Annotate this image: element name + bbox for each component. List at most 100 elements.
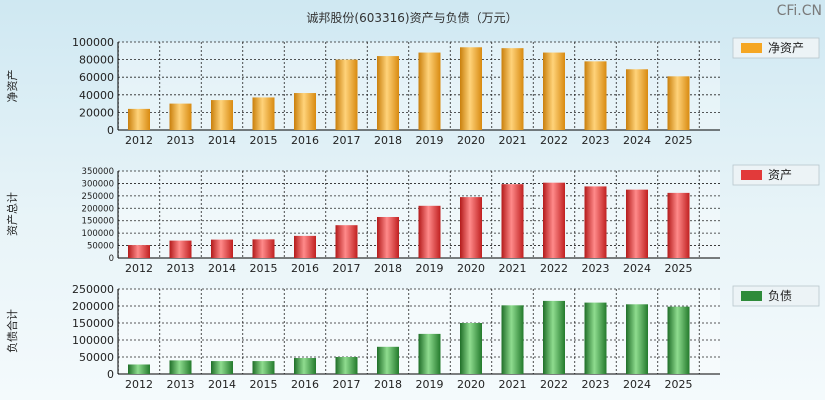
net-assets-bar-2024 (626, 69, 648, 130)
net-assets-x-tick-label: 2014 (208, 134, 236, 147)
total-liabilities-bar-2015 (252, 361, 275, 374)
total-liabilities-x-tick-label: 2020 (457, 378, 485, 391)
total-assets-x-tick-label: 2019 (416, 262, 444, 275)
net-assets-bar-2014 (211, 100, 233, 130)
net-assets-x-tick-label: 2021 (499, 134, 527, 147)
net-assets-bar-2017 (335, 59, 358, 130)
total-assets-bar-2016 (294, 235, 316, 258)
total-assets-bar-2025 (667, 192, 690, 258)
total-liabilities-x-tick-label: 2016 (291, 378, 319, 391)
total-liabilities-x-tick-label: 2012 (125, 378, 153, 391)
total-liabilities-y-axis-label: 负债合计 (5, 309, 19, 353)
total-liabilities-x-tick-label: 2021 (499, 378, 527, 391)
net-assets-bar-2020 (460, 47, 482, 130)
total-liabilities-x-tick-label: 2015 (250, 378, 278, 391)
net-assets-x-tick-label: 2018 (374, 134, 402, 147)
net-assets-legend-label: 净资产 (768, 41, 804, 55)
net-assets-x-tick-label: 2017 (333, 134, 361, 147)
total-assets-x-tick-label: 2017 (333, 262, 361, 275)
total-liabilities-bar-2014 (211, 361, 233, 374)
total-assets-x-tick-label: 2013 (167, 262, 195, 275)
total-assets-bar-2013 (169, 240, 192, 258)
total-liabilities-bar-2016 (294, 358, 316, 374)
net-assets-bar-2022 (543, 52, 565, 131)
total-assets-bar-2015 (252, 239, 275, 258)
net-assets-y-tick-label: 20000 (79, 106, 114, 119)
total-assets-bar-2023 (584, 186, 607, 258)
net-assets-x-tick-label: 2012 (125, 134, 153, 147)
total-assets-y-tick-label: 150000 (82, 217, 114, 227)
total-assets-x-tick-label: 2012 (125, 262, 153, 275)
net-assets-panel: 0 20000 40000 60000 80000 100000 2012 2013 2014 2… (5, 36, 820, 147)
net-assets-bar-2019 (418, 52, 441, 131)
total-liabilities-x-tick-label: 2017 (333, 378, 361, 391)
net-assets-bar-2025 (667, 76, 690, 130)
net-assets-x-tick-label: 2024 (623, 134, 651, 147)
net-assets-x-tick-label: 2023 (582, 134, 610, 147)
net-assets-y-tick-label: 40000 (79, 89, 114, 102)
total-assets-bar-2024 (626, 189, 648, 258)
net-assets-y-tick-label: 80000 (79, 54, 114, 67)
total-assets-bar-2012 (128, 245, 150, 258)
total-liabilities-y-tick-label: 0 (107, 368, 114, 381)
total-assets-x-tick-label: 2014 (208, 262, 236, 275)
total-liabilities-bar-2017 (335, 357, 358, 374)
total-assets-x-tick-label: 2024 (623, 262, 651, 275)
total-liabilities-legend-label: 负债 (768, 289, 792, 303)
total-liabilities-x-tick-label: 2014 (208, 378, 236, 391)
net-assets-bar-2016 (294, 93, 316, 130)
total-assets-x-tick-label: 2015 (250, 262, 278, 275)
total-assets-legend-label: 资产 (768, 168, 792, 182)
total-liabilities-bar-2025 (667, 306, 690, 374)
total-assets-y-tick-label: 200000 (82, 204, 114, 214)
total-liabilities-x-tick-label: 2022 (540, 378, 568, 391)
net-assets-bar-2023 (584, 61, 607, 130)
net-assets-x-tick-label: 2022 (540, 134, 568, 147)
net-assets-x-tick-label: 2016 (291, 134, 319, 147)
total-liabilities-bar-2023 (584, 302, 607, 374)
total-liabilities-bar-2012 (128, 364, 150, 374)
total-liabilities-bar-2020 (460, 323, 482, 374)
total-liabilities-x-tick-label: 2024 (623, 378, 651, 391)
total-assets-bar-2021 (501, 184, 524, 258)
total-assets-y-tick-label: 100000 (82, 229, 114, 239)
total-liabilities-legend-swatch (741, 291, 762, 301)
net-assets-y-tick-label: 60000 (79, 71, 114, 84)
net-assets-bar-2021 (501, 48, 524, 130)
total-assets-x-tick-label: 2025 (665, 262, 693, 275)
total-assets-y-axis-label: 资产总计 (5, 192, 19, 236)
total-liabilities-bar-2024 (626, 304, 648, 374)
total-liabilities-panel: 0 50000 100000 150000 200000 250000 2012 2013 20… (5, 283, 820, 391)
total-assets-bar-2022 (543, 182, 565, 258)
net-assets-x-tick-label: 2025 (665, 134, 693, 147)
total-liabilities-x-tick-label: 2025 (665, 378, 693, 391)
total-liabilities-x-tick-label: 2018 (374, 378, 402, 391)
net-assets-y-tick-label: 100000 (72, 36, 114, 49)
total-assets-bar-2019 (418, 205, 441, 258)
total-assets-x-tick-label: 2021 (499, 262, 527, 275)
net-assets-y-axis-label: 净资产 (5, 70, 19, 103)
total-liabilities-bar-2019 (418, 333, 441, 374)
chart-title: 诚邦股份(603316)资产与负债（万元） (306, 11, 517, 25)
total-assets-x-tick-label: 2022 (540, 262, 568, 275)
total-assets-y-tick-label: 50000 (87, 242, 114, 252)
net-assets-x-tick-label: 2013 (167, 134, 195, 147)
total-liabilities-y-tick-label: 100000 (72, 334, 114, 347)
total-assets-panel: 0 50000 100000 150000 200000 250000 300000 3500… (5, 164, 820, 275)
total-liabilities-y-tick-label: 150000 (72, 317, 114, 330)
total-liabilities-x-tick-label: 2013 (167, 378, 195, 391)
total-liabilities-x-tick-label: 2023 (582, 378, 610, 391)
total-assets-y-tick-label: 350000 (82, 167, 114, 177)
total-liabilities-bar-2022 (543, 300, 565, 374)
net-assets-bar-2015 (252, 97, 275, 130)
total-liabilities-y-tick-label: 250000 (72, 283, 114, 296)
net-assets-legend-swatch (741, 43, 762, 53)
total-assets-x-tick-label: 2016 (291, 262, 319, 275)
total-liabilities-bar-2021 (501, 305, 524, 374)
watermark-text: CFi.CN (777, 3, 822, 19)
total-assets-x-tick-label: 2018 (374, 262, 402, 275)
total-assets-bar-2017 (335, 225, 358, 258)
net-assets-bar-2013 (169, 103, 192, 130)
net-assets-x-tick-label: 2020 (457, 134, 485, 147)
